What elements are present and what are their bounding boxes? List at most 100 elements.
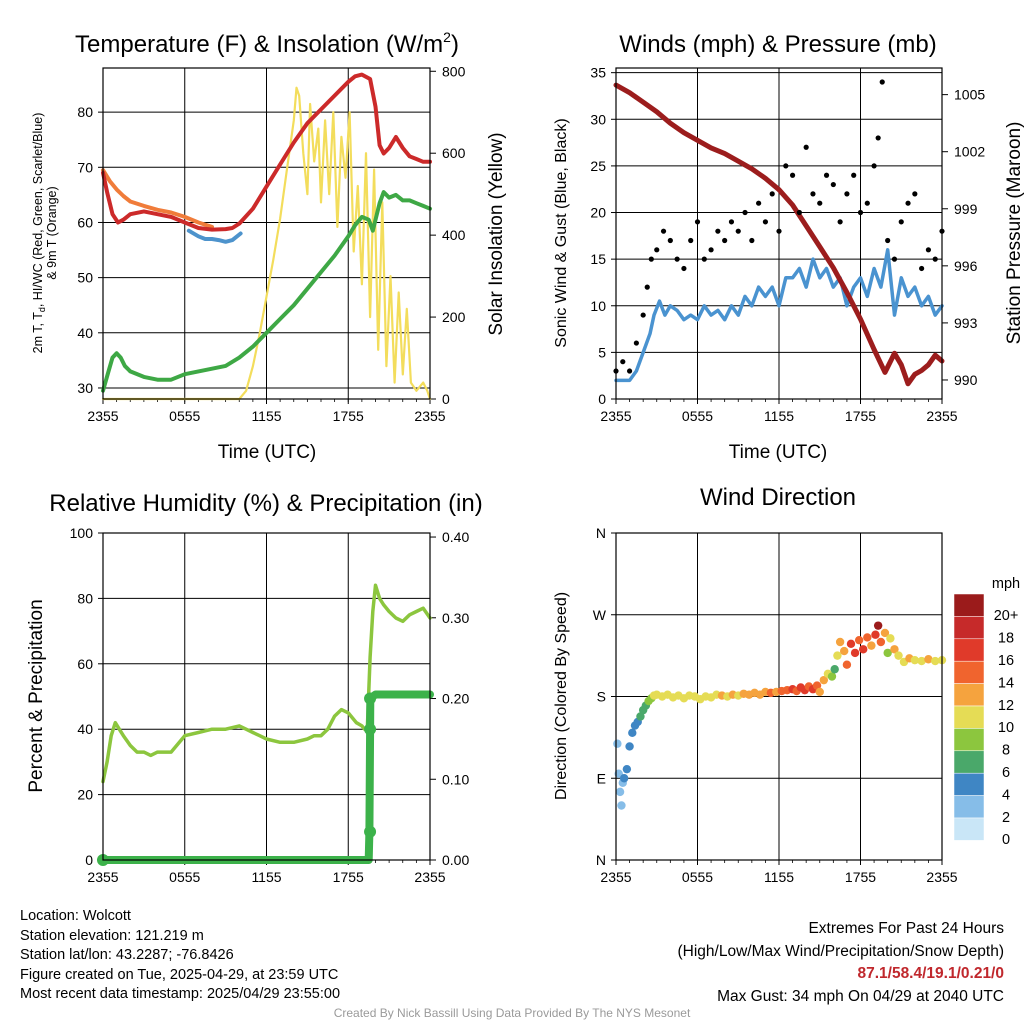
precip-point <box>364 825 377 838</box>
y2-tick-label: 0.20 <box>442 691 469 707</box>
direction-point <box>619 774 629 783</box>
rh-point <box>364 723 377 736</box>
y2-tick-label: 0 <box>442 391 450 407</box>
direction-point <box>854 635 864 645</box>
gust-point <box>735 228 741 234</box>
x-tick-label: 1155 <box>764 869 794 885</box>
temperature-plot: 2355 0555 1155 1755 235530405060708002004006… <box>77 63 465 424</box>
colorbar-swatch <box>953 750 985 774</box>
y-tick-label: 80 <box>77 590 93 606</box>
y2-tick-label: 0.10 <box>442 771 469 787</box>
station-info: Location: Wolcott Station elevation: 121… <box>20 907 340 1005</box>
gust-point <box>864 200 870 206</box>
direction-ylabel: Direction (Colored By Speed) <box>553 592 570 800</box>
y-tick-label: 50 <box>77 270 93 286</box>
gust-point <box>674 256 680 262</box>
winds-ylabel: Sonic Wind & Gust (Blue, Black) <box>553 118 570 347</box>
gust-point <box>783 163 789 169</box>
gust-point <box>857 209 864 216</box>
colorbar-swatch <box>953 616 985 640</box>
colorbar-label: 6 <box>1002 765 1010 781</box>
direction-point <box>894 651 903 660</box>
y2-tick-label: 996 <box>954 258 978 274</box>
direction-point <box>827 672 837 681</box>
direction-point <box>886 634 895 643</box>
winds-plot: 2355 0555 1155 1755 235505101520253035990993… <box>590 65 985 424</box>
direction-point <box>863 633 872 642</box>
gust-point <box>875 135 881 141</box>
series-line <box>613 82 945 387</box>
gust-point <box>891 256 898 262</box>
gust-point <box>660 228 667 234</box>
y-tick-label: 40 <box>77 721 93 737</box>
colorbar-swatch <box>953 638 985 662</box>
y-tick-label: 0 <box>85 852 93 868</box>
series-line <box>101 190 432 393</box>
precip-point <box>364 692 377 705</box>
gust-point <box>919 265 925 272</box>
series-line <box>101 583 432 784</box>
extremes-subtitle: (High/Low/Max Wind/Precipitation/Snow De… <box>677 942 1005 960</box>
colorbar-swatch <box>953 772 985 796</box>
gust-point <box>694 219 701 225</box>
most-recent-timestamp: Most recent data timestamp: 2025/04/29 2… <box>20 986 341 1002</box>
direction-point <box>625 742 634 751</box>
gust-point <box>830 181 836 188</box>
x-tick-label: 2355 <box>926 408 957 424</box>
gust-point <box>756 200 762 206</box>
temp-xlabel: Time (UTC) <box>218 442 317 463</box>
series-line <box>101 72 432 232</box>
y-tick-label: 20 <box>77 787 93 803</box>
direction-point <box>867 641 876 650</box>
credit-line: Created By Nick Bassill Using Data Provi… <box>333 1006 691 1020</box>
gust-point <box>722 237 728 244</box>
gust-point <box>749 237 755 244</box>
y-tick-label: 0 <box>598 391 606 407</box>
colorbar-label: 0 <box>1002 832 1010 848</box>
direction-point <box>873 621 883 630</box>
y2-tick-label: 1002 <box>954 144 985 160</box>
direction-panel-title: Wind Direction <box>700 484 856 511</box>
y-tick-label: 15 <box>590 251 606 267</box>
direction-point <box>636 712 645 721</box>
gust-point <box>762 219 769 225</box>
gust-point <box>817 200 823 206</box>
x-tick-label: 1755 <box>333 869 364 885</box>
x-tick-label: 2355 <box>414 869 445 885</box>
direction-point <box>917 656 926 666</box>
direction-point <box>617 801 626 810</box>
direction-point <box>880 628 890 638</box>
colorbar-label: 12 <box>998 698 1014 714</box>
y-tick-label: N <box>596 852 606 868</box>
plot-border <box>102 532 431 861</box>
winds-panel-title: Winds (mph) & Pressure (mb) <box>619 31 936 58</box>
temp-y2label: Solar Insolation (Yellow) <box>486 132 507 335</box>
colorbar-label: 14 <box>998 675 1014 691</box>
gust-point <box>620 359 626 365</box>
gust-point <box>728 219 735 225</box>
temp-panel-title: Temperature (F) & Insolation (W/m2) <box>75 29 459 58</box>
x-tick-label: 1155 <box>251 869 281 885</box>
colorbar-swatch <box>953 817 985 841</box>
x-tick-label: 0555 <box>169 408 200 424</box>
y-tick-label: 30 <box>590 111 606 127</box>
direction-point <box>615 787 625 797</box>
y2-tick-label: 0.40 <box>442 529 469 545</box>
y-tick-label: 70 <box>77 159 93 175</box>
y-tick-label: 80 <box>77 104 93 120</box>
direction-point <box>840 646 849 656</box>
direction-point <box>812 681 822 690</box>
gust-point <box>925 247 932 253</box>
rh-ylabel: Percent & Precipitation <box>26 599 47 792</box>
x-tick-label: 0555 <box>169 869 200 885</box>
y-tick-label: 25 <box>590 158 606 174</box>
x-tick-label: 1155 <box>764 408 794 424</box>
gust-point <box>932 256 938 262</box>
y-tick-label: 20 <box>590 205 606 221</box>
colorbar-swatch <box>953 705 985 729</box>
y-tick-label: 30 <box>77 380 93 396</box>
direction-point <box>819 675 829 685</box>
gust-point <box>667 237 673 244</box>
